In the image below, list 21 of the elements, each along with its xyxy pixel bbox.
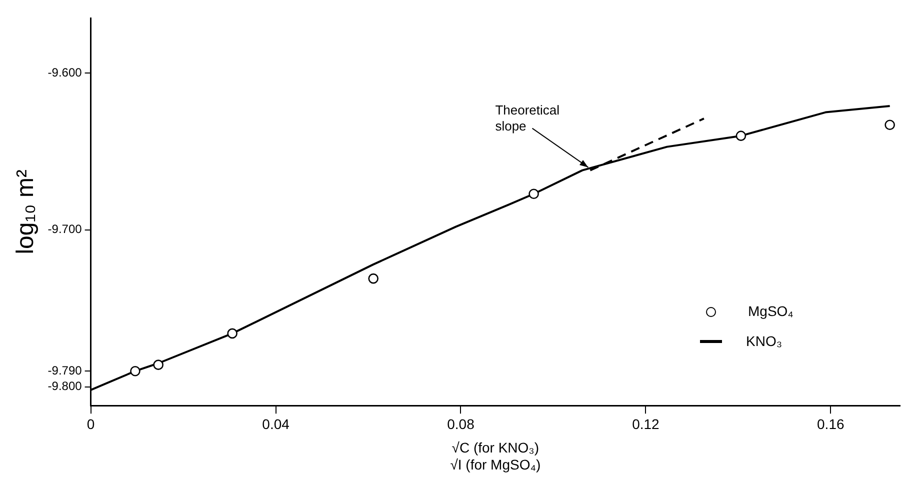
legend-label: KNO₃ xyxy=(746,332,782,349)
y-tick-label: -9.700 xyxy=(48,222,82,236)
point xyxy=(528,188,539,200)
y-axis-title: log₁₀ m² xyxy=(12,170,40,254)
y-tick-label: -9.790 xyxy=(48,363,82,378)
y-tick-label: -9.600 xyxy=(48,65,82,80)
point xyxy=(153,360,164,370)
point xyxy=(130,366,140,376)
annotation: Theoretical slope xyxy=(495,102,560,134)
x-tick-label: 0.04 xyxy=(262,416,290,432)
x-tick-label: 0 xyxy=(86,416,95,432)
x-axis-title: √C (for KNO₃) √I (for MgSO₄) xyxy=(450,440,541,472)
point xyxy=(884,120,895,130)
y-tick-label: -9.800 xyxy=(48,379,82,394)
point xyxy=(736,130,746,141)
x-tick-label: 0.12 xyxy=(632,416,660,432)
point xyxy=(368,273,378,284)
x-tick-label: 0.08 xyxy=(447,416,475,432)
legend-label: MgSO₄ xyxy=(748,302,794,319)
x-tick-label: 0.16 xyxy=(817,416,844,432)
point xyxy=(227,328,238,339)
